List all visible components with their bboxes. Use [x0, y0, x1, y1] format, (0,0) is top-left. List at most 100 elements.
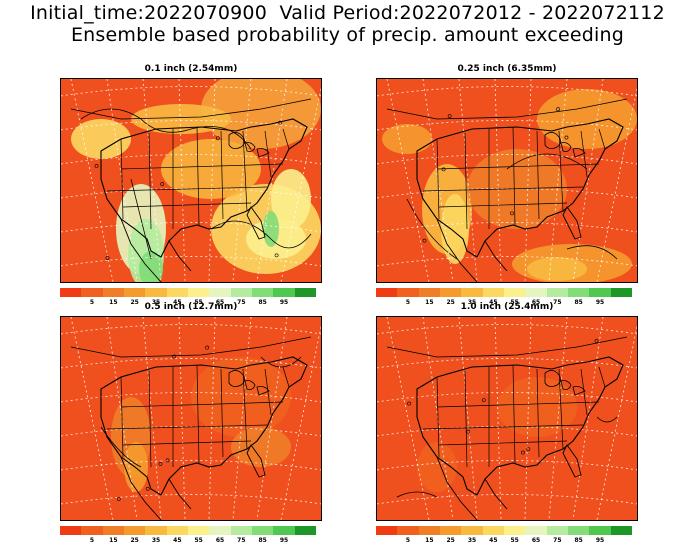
colorbar-tick-label: 95 — [595, 299, 605, 306]
colorbar-labels: 5 15 25 35 45 55 65 75 85 95 — [376, 537, 632, 545]
colorbar — [60, 288, 316, 297]
probability-map — [60, 78, 322, 283]
colorbar-tick-label: 5 — [405, 537, 411, 544]
colorbar-swatch — [294, 526, 316, 535]
colorbar-tick-label: 85 — [258, 537, 267, 544]
colorbar-swatch — [145, 288, 167, 297]
colorbar-swatch — [546, 526, 568, 535]
colorbar-tick-label: 65 — [215, 299, 225, 306]
colorbar-swatch — [589, 288, 611, 297]
colorbar-tick-label: 35 — [151, 299, 161, 306]
colorbar-swatch — [461, 288, 483, 297]
colorbar-tick-label: 5 — [89, 537, 95, 544]
colorbar-tick-label: 5 — [405, 299, 411, 306]
figure-title-line-1: Initial_time:2022070900 Valid Period:202… — [30, 2, 665, 24]
colorbar-swatch — [102, 526, 124, 535]
colorbar-swatch — [209, 526, 231, 535]
colorbar-swatch — [123, 288, 146, 297]
colorbar-swatch — [273, 526, 295, 535]
colorbar-labels: 5 15 25 35 45 55 65 75 85 95 — [60, 299, 316, 307]
colorbar-swatch — [439, 288, 462, 297]
colorbar-swatch — [123, 526, 146, 535]
colorbar-swatch — [525, 288, 547, 297]
colorbar-tick-label: 45 — [173, 299, 182, 306]
colorbar-tick-label: 55 — [510, 299, 519, 306]
colorbar-swatch — [503, 288, 526, 297]
colorbar-tick-label: 25 — [446, 299, 455, 306]
colorbar — [376, 288, 632, 297]
colorbar-tick-label: 75 — [553, 537, 562, 544]
colorbar-swatch — [439, 526, 462, 535]
colorbar-tick-label: 95 — [595, 537, 605, 544]
colorbar-swatch — [397, 526, 419, 535]
colorbar-swatch — [610, 288, 632, 297]
colorbar-swatch — [294, 288, 316, 297]
colorbar-swatch — [503, 526, 526, 535]
colorbar-tick-label: 55 — [510, 537, 519, 544]
colorbar-tick-label: 85 — [574, 299, 583, 306]
colorbar-tick-label: 95 — [279, 537, 289, 544]
probability-map — [376, 78, 638, 283]
colorbar-swatch — [525, 526, 547, 535]
panel-title: 0.5 inch (12.7mm) — [144, 302, 238, 312]
panel-title: 0.25 inch (6.35mm) — [457, 64, 557, 74]
colorbar-swatch — [251, 526, 274, 535]
colorbar-swatch — [81, 288, 103, 297]
colorbar-swatch — [418, 526, 440, 535]
colorbar-swatch — [230, 526, 252, 535]
colorbar-tick-label: 35 — [467, 537, 477, 544]
colorbar-swatch — [397, 288, 419, 297]
colorbar-swatch — [273, 288, 295, 297]
colorbar-swatch — [60, 526, 82, 535]
colorbar-tick-label: 55 — [194, 537, 203, 544]
colorbar-swatch — [376, 288, 398, 297]
colorbar-tick-label: 25 — [130, 299, 139, 306]
colorbar-tick-label: 25 — [446, 537, 455, 544]
colorbar-swatch — [461, 526, 483, 535]
colorbar-tick-label: 5 — [89, 299, 95, 306]
colorbar-swatch — [60, 288, 82, 297]
colorbar-swatch — [102, 288, 124, 297]
colorbar-tick-label: 45 — [489, 299, 498, 306]
colorbar-swatch — [230, 288, 252, 297]
colorbar-tick-label: 55 — [194, 299, 203, 306]
panel-title: 1.0 inch (25.4mm) — [460, 302, 554, 312]
figure-title-line-2: Ensemble based probability of precip. am… — [70, 24, 625, 46]
colorbar-labels: 5 15 25 35 45 55 65 75 85 95 — [60, 537, 316, 545]
colorbar-swatch — [567, 526, 590, 535]
colorbar-swatch — [187, 526, 210, 535]
colorbar-swatch — [567, 288, 590, 297]
colorbar-labels: 5 15 25 35 45 55 65 75 85 95 — [376, 299, 632, 307]
colorbar-tick-label: 15 — [109, 299, 118, 306]
probability-map — [376, 316, 638, 521]
colorbar-tick-label: 15 — [425, 537, 434, 544]
colorbar-tick-label: 35 — [151, 537, 161, 544]
colorbar-tick-label: 15 — [425, 299, 434, 306]
colorbar-tick-label: 75 — [553, 299, 562, 306]
colorbar-tick-label: 65 — [531, 537, 541, 544]
colorbar-swatch — [610, 526, 632, 535]
colorbar-swatch — [418, 288, 440, 297]
colorbar-tick-label: 85 — [574, 537, 583, 544]
colorbar-swatch — [187, 288, 210, 297]
colorbar-tick-label: 45 — [489, 537, 498, 544]
colorbar-tick-label: 45 — [173, 537, 182, 544]
colorbar-tick-label: 65 — [531, 299, 541, 306]
colorbar-tick-label: 35 — [467, 299, 477, 306]
colorbar-tick-label: 65 — [215, 537, 225, 544]
colorbar-tick-label: 25 — [130, 537, 139, 544]
colorbar-swatch — [482, 288, 504, 297]
colorbar-swatch — [81, 526, 103, 535]
colorbar-swatch — [166, 288, 188, 297]
colorbar-tick-label: 75 — [237, 299, 246, 306]
colorbar-swatch — [145, 526, 167, 535]
colorbar-tick-label: 75 — [237, 537, 246, 544]
colorbar-swatch — [376, 526, 398, 535]
colorbar-swatch — [251, 288, 274, 297]
colorbar-tick-label: 95 — [279, 299, 289, 306]
probability-map — [60, 316, 322, 521]
panel-title: 0.1 inch (2.54mm) — [144, 64, 238, 74]
colorbar-swatch — [482, 526, 504, 535]
colorbar-tick-label: 15 — [109, 537, 118, 544]
colorbar — [376, 526, 632, 535]
